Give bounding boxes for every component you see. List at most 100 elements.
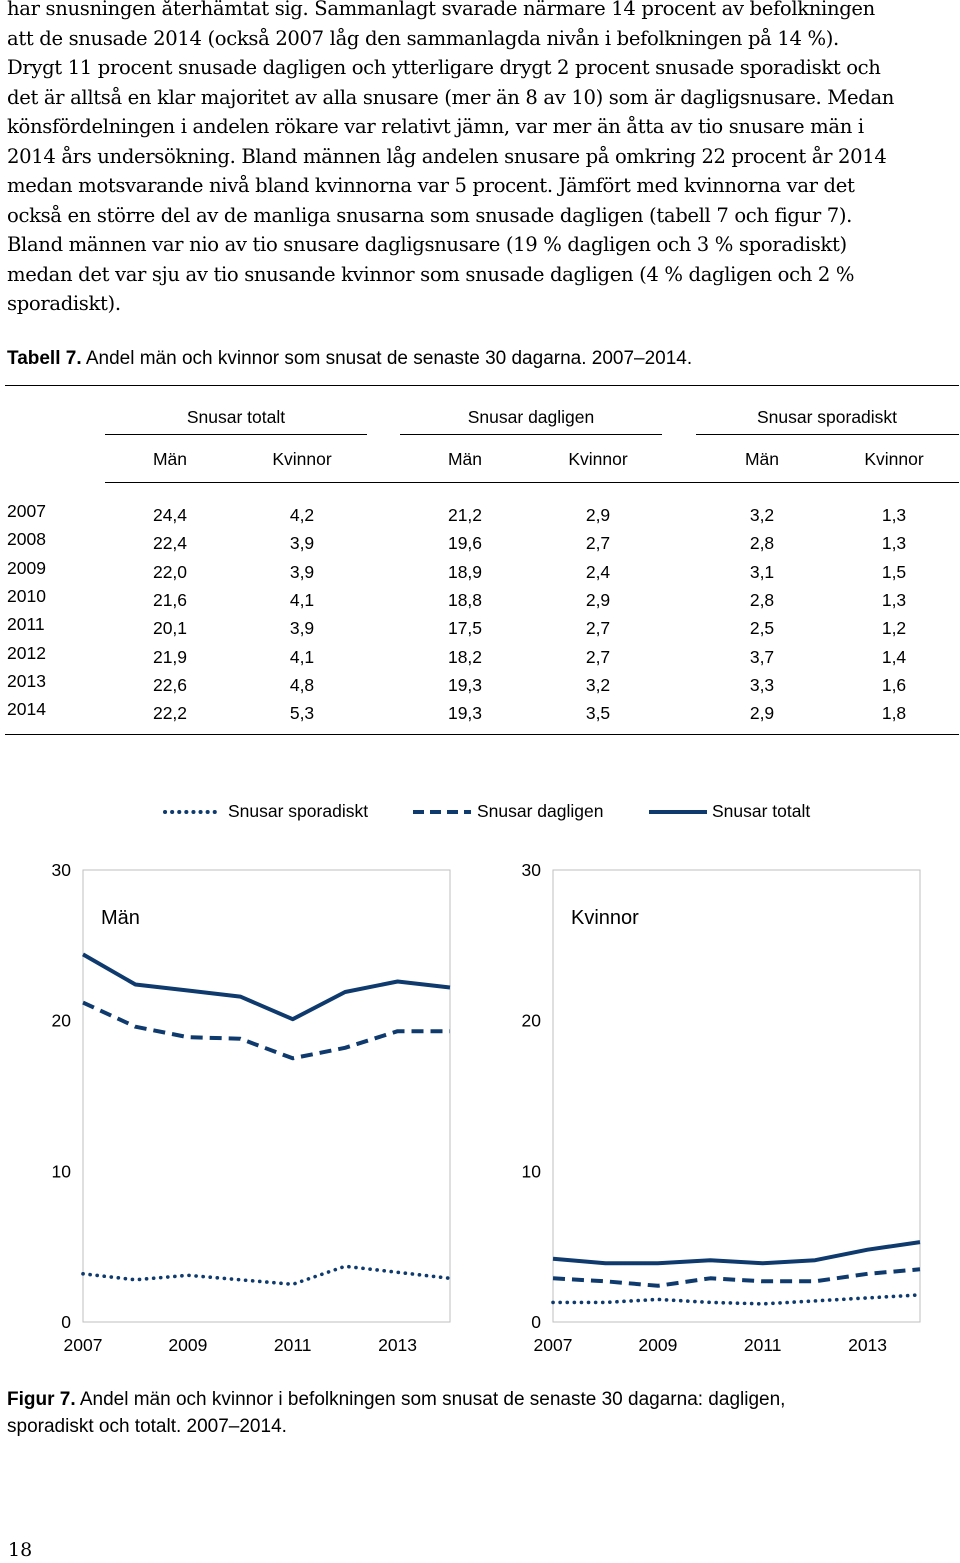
x-tick-label: 2013 <box>378 1335 417 1355</box>
plot-frame <box>82 869 451 1323</box>
y-tick-label: 0 <box>61 1312 71 1332</box>
table-cell: 2,9 <box>585 589 611 610</box>
legend-solid-line-icon <box>649 810 707 814</box>
table-caption: Tabell 7. Andel män och kvinnor som snus… <box>7 346 692 372</box>
figure-caption-label: Figur 7. <box>7 1389 76 1410</box>
chart-men-svg: 0 10 20 30 2007 2009 2011 2013 Män <box>52 860 452 1355</box>
series-line-dotted <box>81 1264 452 1287</box>
table-cell: 4,1 <box>289 646 315 667</box>
table-cell: 3,9 <box>289 561 315 582</box>
group-rule-daily <box>400 434 662 435</box>
legend-label: Snusar dagligen <box>477 801 604 821</box>
x-tick-label: 2011 <box>744 1335 782 1355</box>
table-cell: 20,1 <box>152 618 188 639</box>
table-cell: 18,2 <box>447 646 483 667</box>
x-tick-label: 2009 <box>168 1335 207 1355</box>
chart-men: 0 10 20 30 2007 2009 2011 2013 Män <box>30 850 460 1380</box>
body-paragraph: har snusningen återhämtat sig. Sammanlag… <box>7 0 957 319</box>
table-cell: 2,7 <box>585 618 611 639</box>
x-tick-label: 2011 <box>274 1335 312 1355</box>
figure-caption-text: Andel män och kvinnor i befolkningen som… <box>75 1389 786 1410</box>
x-tick-label: 2007 <box>534 1335 573 1355</box>
table-cell: 4,2 <box>289 505 315 525</box>
row-year: 2011 <box>7 614 45 635</box>
table-cell: 17,5 <box>447 618 483 639</box>
legend-label: Snusar totalt <box>712 801 811 821</box>
table-cell: 21,2 <box>447 505 483 525</box>
table-cell: 3,7 <box>749 646 775 667</box>
table-cell: 21,9 <box>152 646 188 667</box>
table-cell: 1,3 <box>881 589 907 610</box>
table-caption-label: Tabell 7. <box>7 348 82 369</box>
body-line: det är alltså en klar majoritet av alla … <box>7 85 895 109</box>
table-cell: 1,8 <box>881 703 907 724</box>
series-line-dotted <box>551 1293 922 1306</box>
subheader-cell: Kvinnor <box>864 449 924 469</box>
table-cell: 22,2 <box>152 703 188 724</box>
body-line: också en större del av de manliga snusar… <box>7 203 853 227</box>
page-number: 18 <box>8 1539 33 1561</box>
row-year: 2008 <box>7 529 46 550</box>
table-cell: 3,2 <box>749 505 775 525</box>
group-header-daily: Snusar dagligen <box>467 407 595 427</box>
table-cell: 1,2 <box>881 618 907 639</box>
body-line: medan motsvarande nivå bland kvinnorna v… <box>7 174 855 197</box>
subheader-cell: Män <box>744 449 780 469</box>
body-line: att de snusade 2014 (också 2007 låg den … <box>7 26 839 50</box>
table-cell: 2,8 <box>749 589 775 610</box>
subheader-cell: Män <box>447 449 483 469</box>
table-cell: 1,3 <box>881 505 907 525</box>
series-line-solid <box>82 952 451 1022</box>
row-year: 2009 <box>7 557 46 578</box>
table-caption-text: Andel män och kvinnor som snusat de sena… <box>81 348 693 369</box>
table-cell: 22,6 <box>152 674 188 695</box>
y-tick-label: 30 <box>52 860 72 880</box>
series-line-solid <box>552 1240 921 1266</box>
table-cell: 4,1 <box>289 589 315 610</box>
figure-caption: Figur 7. Andel män och kvinnor i befolkn… <box>7 1387 785 1413</box>
x-tick-label: 2013 <box>848 1335 887 1355</box>
table-cell: 19,6 <box>447 533 483 554</box>
subheader-cell: Kvinnor <box>272 449 332 469</box>
table-cell: 24,4 <box>152 505 188 525</box>
row-year: 2007 <box>7 501 46 521</box>
series-line-dashed <box>82 1000 450 1061</box>
row-year: 2012 <box>7 642 46 663</box>
table-cell: 1,5 <box>881 561 907 582</box>
chart-legend: Snusar sporadiskt Snusar dagligen Snusar… <box>0 798 960 828</box>
table-cell: 22,0 <box>152 561 188 582</box>
series-line-dashed <box>552 1267 921 1288</box>
body-line: medan det var sju av tio snusande kvinno… <box>7 262 855 286</box>
table-cell: 2,7 <box>585 646 611 667</box>
x-tick-label: 2009 <box>638 1335 677 1355</box>
table-cell: 2,9 <box>749 703 775 724</box>
y-tick-label: 10 <box>522 1161 542 1181</box>
table-cell: 1,6 <box>881 674 907 695</box>
chart-title: Kvinnor <box>571 907 639 929</box>
y-tick-label: 20 <box>52 1011 72 1031</box>
chart-title: Män <box>101 907 140 929</box>
table-cell: 3,5 <box>585 703 611 724</box>
header-bottom-rule <box>105 482 959 483</box>
legend-dashed-line-icon <box>413 810 471 814</box>
table-cell: 1,3 <box>881 533 907 554</box>
table-cell: 3,9 <box>289 618 315 639</box>
table-cell: 2,9 <box>585 505 611 525</box>
subheader-cell: Män <box>152 449 188 469</box>
group-header-sporadic: Snusar sporadiskt <box>756 407 898 427</box>
x-tick-label: 2007 <box>64 1335 103 1355</box>
body-line: Bland männen var nio av tio snusare dagl… <box>7 233 847 256</box>
table-cell: 18,8 <box>447 589 483 610</box>
plot-frame <box>552 869 921 1323</box>
row-year: 2013 <box>7 670 46 691</box>
table-cell: 22,4 <box>152 533 188 554</box>
table-cell: 18,9 <box>447 561 483 582</box>
table-cell: 1,4 <box>881 646 907 667</box>
group-rule-sporadic <box>696 434 959 435</box>
body-line: har snusningen återhämtat sig. Sammanlag… <box>7 0 875 20</box>
table-cell: 21,6 <box>152 589 188 610</box>
body-line: 2014 års undersökning. Bland männen låg … <box>7 144 887 168</box>
table-cell: 19,3 <box>447 703 483 724</box>
group-rule-total <box>105 434 367 435</box>
chart-women-svg: 0 10 20 30 2007 2009 2011 2013 Kvinnor <box>522 860 922 1355</box>
